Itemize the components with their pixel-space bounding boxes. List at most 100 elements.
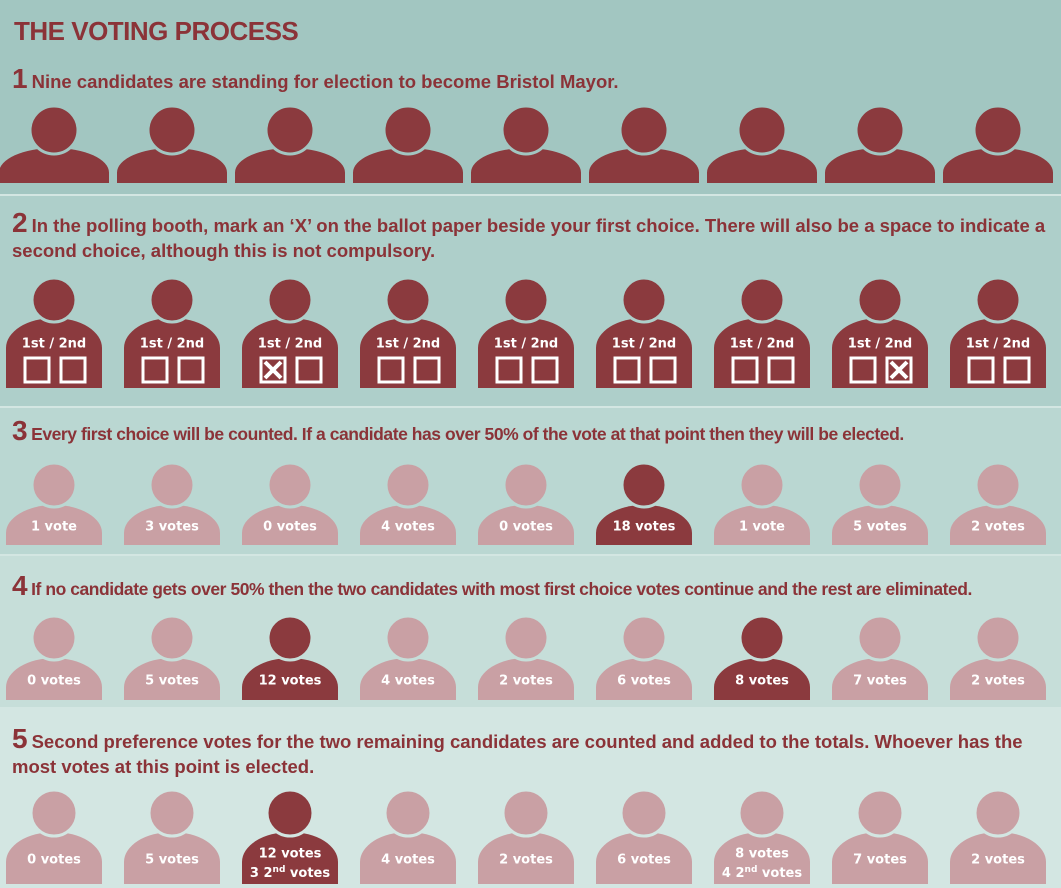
candidate-body xyxy=(6,658,102,700)
step-number: 5 xyxy=(12,723,28,754)
vote-count: 0 votes xyxy=(27,674,81,689)
step-number: 4 xyxy=(12,570,28,601)
candidate-body xyxy=(242,318,338,388)
vote-count: 0 votes xyxy=(499,520,553,535)
candidate-body xyxy=(478,658,574,700)
candidate-body xyxy=(832,318,928,388)
candidate-icon: 1st / 2nd xyxy=(360,276,456,388)
second-vote-text: nd xyxy=(745,865,758,875)
candidate-icon: 4 votes xyxy=(360,788,456,884)
candidate-body xyxy=(714,658,810,700)
candidate-head xyxy=(974,276,1022,324)
candidate-head xyxy=(384,276,432,324)
second-vote-count: 3 2nd votes xyxy=(250,865,330,881)
candidate-head xyxy=(500,104,552,156)
candidate-icon xyxy=(353,104,463,183)
candidate-head xyxy=(738,614,786,662)
candidate-icon: 1st / 2nd xyxy=(6,276,102,388)
candidate-head xyxy=(974,614,1022,662)
candidate-body xyxy=(714,318,810,388)
candidate-icon: 5 votes xyxy=(124,614,220,700)
candidate-icon xyxy=(117,104,227,183)
candidate-body xyxy=(0,148,109,183)
candidate-body xyxy=(950,832,1046,884)
step-number: 1 xyxy=(12,63,28,94)
ballot-box xyxy=(495,356,523,384)
candidate-head xyxy=(502,614,550,662)
candidate-body xyxy=(832,658,928,700)
candidate-head xyxy=(265,788,315,838)
candidate-head xyxy=(619,788,669,838)
vote-count: 7 votes xyxy=(853,674,907,689)
candidate-head xyxy=(855,788,905,838)
vote-count: 12 votes xyxy=(259,674,322,689)
candidate-icon xyxy=(235,104,345,183)
ballot-label: 1st / 2nd xyxy=(848,337,912,352)
candidate-head xyxy=(266,276,314,324)
ballot-box xyxy=(531,356,559,384)
vote-count: 12 votes xyxy=(259,847,322,862)
candidate-head xyxy=(854,104,906,156)
vote-count: 0 votes xyxy=(27,853,81,868)
candidate-body xyxy=(6,318,102,388)
candidate-icon: 0 votes xyxy=(242,461,338,545)
candidate-icon: 2 votes xyxy=(478,614,574,700)
candidate-body xyxy=(6,832,102,884)
candidate-body xyxy=(825,148,935,183)
candidate-body xyxy=(596,318,692,388)
ballot-cross xyxy=(889,360,909,380)
candidate-head xyxy=(738,461,786,509)
step-description: Every first choice will be counted. If a… xyxy=(31,424,904,444)
step-description: In the polling booth, mark an ‘X’ on the… xyxy=(12,215,1046,261)
candidate-icon: 2 votes xyxy=(950,614,1046,700)
candidate-icon: 7 votes xyxy=(832,614,928,700)
ballot-label: 1st / 2nd xyxy=(22,337,86,352)
candidate-body xyxy=(360,658,456,700)
ballot-cross xyxy=(263,360,283,380)
candidate-body xyxy=(596,832,692,884)
second-vote-count: 4 2nd votes xyxy=(722,865,802,881)
candidate-head xyxy=(147,788,197,838)
vote-count: 5 votes xyxy=(145,853,199,868)
candidate-icon: 2 votes xyxy=(950,461,1046,545)
candidate-icon: 12 votes xyxy=(242,614,338,700)
candidate-body xyxy=(124,318,220,388)
second-vote-text: votes xyxy=(757,866,802,881)
candidate-icon: 4 votes xyxy=(360,461,456,545)
candidate-icon: 1st / 2nd xyxy=(832,276,928,388)
vote-count: 6 votes xyxy=(617,674,671,689)
vote-count: 8 votes xyxy=(735,674,789,689)
candidate-body xyxy=(478,318,574,388)
ballot-box xyxy=(613,356,641,384)
vote-count: 5 votes xyxy=(145,674,199,689)
second-vote-text: 4 2 xyxy=(722,866,745,881)
candidate-head xyxy=(737,788,787,838)
candidate-body xyxy=(242,658,338,700)
candidate-body xyxy=(950,658,1046,700)
candidate-icon: 1 vote xyxy=(6,461,102,545)
candidate-head xyxy=(974,461,1022,509)
candidate-head xyxy=(856,276,904,324)
candidate-icon: 2 votes xyxy=(478,788,574,884)
candidate-icon: 6 votes xyxy=(596,788,692,884)
vote-count: 2 votes xyxy=(499,853,553,868)
ballot-box xyxy=(295,356,323,384)
second-vote-text: 3 2 xyxy=(250,866,273,881)
candidate-head xyxy=(266,614,314,662)
candidate-head xyxy=(30,461,78,509)
candidate-icon: 1st / 2nd xyxy=(714,276,810,388)
ballot-box xyxy=(767,356,795,384)
vote-count: 0 votes xyxy=(263,520,317,535)
candidate-body xyxy=(707,148,817,183)
candidate-body xyxy=(124,658,220,700)
candidate-body xyxy=(950,318,1046,388)
candidate-body xyxy=(714,832,810,884)
candidate-head xyxy=(620,614,668,662)
candidate-head xyxy=(146,104,198,156)
step-text: 5 Second preference votes for the two rem… xyxy=(12,723,1057,779)
candidate-head xyxy=(856,461,904,509)
second-vote-text: votes xyxy=(285,866,330,881)
candidate-icon xyxy=(707,104,817,183)
